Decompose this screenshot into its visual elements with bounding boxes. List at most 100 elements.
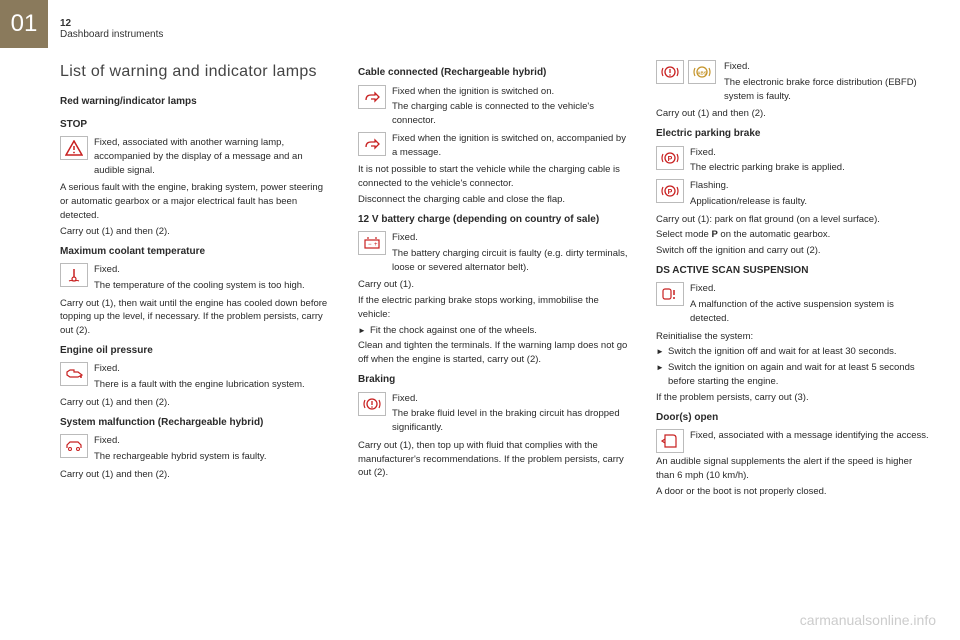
parking-p1: Carry out (1): park on flat ground (on a… — [656, 213, 930, 227]
suspension-block: Fixed. A malfunction of the active suspe… — [656, 282, 930, 327]
parking-desc2: Application/release is faulty. — [690, 195, 930, 209]
breadcrumb: Dashboard instruments — [60, 29, 163, 40]
suspension-b1: Switch the ignition off and wait for at … — [656, 345, 930, 359]
parking-brake-icon: P — [656, 179, 684, 203]
page-header: 12 Dashboard instruments — [60, 18, 163, 40]
braking-desc: The brake fluid level in the braking cir… — [392, 407, 632, 435]
battery-p2: If the electric parking brake stops work… — [358, 294, 632, 322]
suspension-p2: If the problem persists, carry out (3). — [656, 391, 930, 405]
suspension-icon — [656, 282, 684, 306]
stop-p2: Carry out (1) and then (2). — [60, 225, 334, 239]
sysmal-title: System malfunction (Rechargeable hybrid) — [60, 416, 334, 431]
sysmal-desc: The rechargeable hybrid system is faulty… — [94, 450, 334, 464]
p2a: Select mode — [656, 229, 711, 240]
ebfd-text: Fixed. The electronic brake force distri… — [724, 60, 930, 105]
door-p2: A door or the boot is not properly close… — [656, 485, 930, 499]
cable-block-2: Fixed when the ignition is switched on, … — [358, 132, 632, 162]
battery-text: Fixed. The battery charging circuit is f… — [392, 231, 632, 276]
page-content: List of warning and indicator lamps Red … — [60, 60, 930, 600]
braking-p1: Carry out (1), then top up with fluid th… — [358, 439, 632, 480]
stop-p1: A serious fault with the engine, braking… — [60, 181, 334, 222]
ebfd-p1: Carry out (1) and then (2). — [656, 107, 930, 121]
parking-desc1: The electric parking brake is applied. — [690, 161, 930, 175]
column-3: ABS Fixed. The electronic brake force di… — [656, 60, 930, 600]
main-title: List of warning and indicator lamps — [60, 60, 334, 83]
coolant-p1: Carry out (1), then wait until the engin… — [60, 297, 334, 338]
parking-fixed2: Flashing. — [690, 179, 930, 193]
coolant-fixed: Fixed. — [94, 263, 334, 277]
battery-block: −+ Fixed. The battery charging circuit i… — [358, 231, 632, 276]
parking-fixed1: Fixed. — [690, 146, 930, 160]
battery-p3: Clean and tighten the terminals. If the … — [358, 339, 632, 367]
brake-exclaim-icon — [656, 60, 684, 84]
ebfd-fixed: Fixed. — [724, 60, 930, 74]
braking-fixed: Fixed. — [392, 392, 632, 406]
coolant-desc: The temperature of the cooling system is… — [94, 279, 334, 293]
door-block: Fixed, associated with a message identif… — [656, 429, 930, 453]
suspension-p1: Reinitialise the system: — [656, 330, 930, 344]
suspension-text: Fixed. A malfunction of the active suspe… — [690, 282, 930, 327]
stop-title: STOP — [60, 118, 334, 133]
chapter-number: 01 — [11, 10, 38, 38]
parking-title: Electric parking brake — [656, 127, 930, 142]
oil-text: Fixed. There is a fault with the engine … — [94, 362, 334, 394]
cable-fixed2: Fixed when the ignition is switched on, … — [392, 132, 632, 160]
battery-desc: The battery charging circuit is faulty (… — [392, 247, 632, 275]
oil-desc: There is a fault with the engine lubrica… — [94, 378, 334, 392]
door-p1: An audible signal supplements the alert … — [656, 455, 930, 483]
door-title: Door(s) open — [656, 411, 930, 426]
oil-title: Engine oil pressure — [60, 344, 334, 359]
column-2: Cable connected (Rechargeable hybrid) Fi… — [358, 60, 632, 600]
battery-p1: Carry out (1). — [358, 278, 632, 292]
parking-text-1: Fixed. The electric parking brake is app… — [690, 146, 930, 178]
coolant-text: Fixed. The temperature of the cooling sy… — [94, 263, 334, 295]
sysmal-p1: Carry out (1) and then (2). — [60, 468, 334, 482]
plug-icon — [358, 85, 386, 109]
cable-p1: It is not possible to start the vehicle … — [358, 163, 632, 191]
svg-text:ABS: ABS — [697, 71, 707, 76]
cable-fixed1: Fixed when the ignition is switched on. — [392, 85, 632, 99]
brake-exclaim-icon — [358, 392, 386, 416]
oil-fixed: Fixed. — [94, 362, 334, 376]
braking-block: Fixed. The brake fluid level in the brak… — [358, 392, 632, 437]
oil-can-icon — [60, 362, 88, 386]
p2c: on the automatic gearbox. — [718, 229, 831, 240]
door-fixed: Fixed, associated with a message identif… — [690, 429, 930, 443]
sysmal-text: Fixed. The rechargeable hybrid system is… — [94, 434, 334, 466]
stop-block: Fixed, associated with another warning l… — [60, 136, 334, 179]
coolant-block: Fixed. The temperature of the cooling sy… — [60, 263, 334, 295]
parking-p2: Select mode P on the automatic gearbox. — [656, 228, 930, 242]
door-open-icon — [656, 429, 684, 453]
thermometer-icon — [60, 263, 88, 287]
chapter-badge: 01 — [0, 0, 48, 48]
suspension-desc: A malfunction of the active suspension s… — [690, 298, 930, 326]
ebfd-block: ABS Fixed. The electronic brake force di… — [656, 60, 930, 105]
coolant-title: Maximum coolant temperature — [60, 245, 334, 260]
sysmal-fixed: Fixed. — [94, 434, 334, 448]
cable-block-1: Fixed when the ignition is switched on. … — [358, 85, 632, 130]
oil-block: Fixed. There is a fault with the engine … — [60, 362, 334, 394]
parking-p3: Switch off the ignition and carry out (2… — [656, 244, 930, 258]
braking-text: Fixed. The brake fluid level in the brak… — [392, 392, 632, 437]
svg-text:P: P — [668, 189, 673, 196]
parking-block-1: P Fixed. The electric parking brake is a… — [656, 146, 930, 178]
ebfd-desc: The electronic brake force distribution … — [724, 76, 930, 104]
battery-icon: −+ — [358, 231, 386, 255]
svg-text:−: − — [368, 242, 372, 248]
column-1: List of warning and indicator lamps Red … — [60, 60, 334, 600]
svg-text:P: P — [668, 156, 673, 163]
parking-text-2: Flashing. Application/release is faulty. — [690, 179, 930, 211]
sysmal-block: Fixed. The rechargeable hybrid system is… — [60, 434, 334, 466]
suspension-b2: Switch the ignition on again and wait fo… — [656, 361, 930, 389]
parking-block-2: P Flashing. Application/release is fault… — [656, 179, 930, 211]
plug-icon — [358, 132, 386, 156]
cable-desc1: The charging cable is connected to the v… — [392, 100, 632, 128]
cable-p2: Disconnect the charging cable and close … — [358, 193, 632, 207]
stop-icon-desc: Fixed, associated with another warning l… — [94, 136, 334, 177]
parking-brake-icon: P — [656, 146, 684, 170]
page-number: 12 — [60, 18, 163, 29]
svg-text:+: + — [374, 242, 378, 248]
warning-triangle-icon — [60, 136, 88, 160]
hybrid-car-icon — [60, 434, 88, 458]
battery-title: 12 V battery charge (depending on countr… — [358, 213, 632, 228]
